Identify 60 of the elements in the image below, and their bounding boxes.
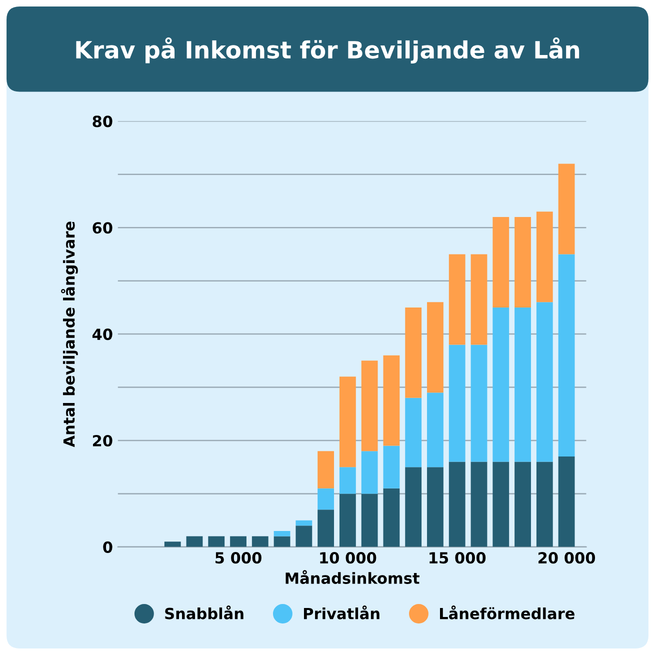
bar xyxy=(339,467,356,494)
bar xyxy=(318,451,334,488)
bar xyxy=(296,526,312,547)
x-tick-label: 10 000 xyxy=(320,552,376,564)
bar xyxy=(164,542,181,547)
bar xyxy=(383,355,400,446)
y-tick-label: 20 xyxy=(92,434,112,447)
x-axis-title: Månadsinkomst xyxy=(286,570,420,584)
bar xyxy=(470,344,488,462)
legend-label: Snabblån xyxy=(165,606,244,620)
bar xyxy=(361,451,378,494)
bar xyxy=(558,254,575,456)
y-tick-label: 60 xyxy=(92,222,112,234)
bar xyxy=(252,536,268,547)
bar xyxy=(536,302,553,462)
bar xyxy=(405,467,422,547)
chart-title: Krav på Inkomst för Beviljande av Lån xyxy=(76,37,580,64)
bar xyxy=(427,392,444,468)
y-tick-label: 80 xyxy=(92,116,112,128)
bar xyxy=(208,536,225,547)
bar xyxy=(470,254,488,345)
bar xyxy=(536,462,553,547)
bar xyxy=(448,462,466,547)
bar xyxy=(339,376,356,468)
bar xyxy=(230,536,246,547)
x-tick-label: 20 000 xyxy=(538,552,596,564)
bar xyxy=(186,536,203,547)
y-axis-title: Antal beviljande långivare xyxy=(61,222,78,448)
x-tick-label: 15 000 xyxy=(430,552,486,564)
bar xyxy=(339,494,356,547)
bar xyxy=(558,456,575,547)
bar xyxy=(514,216,531,308)
bar xyxy=(514,307,531,462)
bar xyxy=(492,307,510,462)
legend-label: Låneförmedlare xyxy=(440,606,574,620)
bar xyxy=(427,302,444,393)
bar xyxy=(318,488,334,510)
bar xyxy=(470,462,488,547)
bar xyxy=(318,510,334,547)
bar xyxy=(405,307,422,398)
bar xyxy=(448,344,466,462)
bar xyxy=(383,488,400,547)
bar xyxy=(274,536,290,547)
y-tick-label: 0 xyxy=(103,541,112,553)
bar xyxy=(514,462,531,547)
legend-label: Privatlån xyxy=(304,606,380,620)
bar xyxy=(492,462,510,547)
bar xyxy=(361,494,378,547)
bar xyxy=(296,520,312,526)
bar xyxy=(558,164,575,254)
bar xyxy=(492,216,510,308)
bar xyxy=(383,446,400,488)
bar xyxy=(274,530,290,536)
bar xyxy=(427,467,444,547)
bar xyxy=(405,398,422,468)
bar xyxy=(448,254,466,345)
bar xyxy=(536,212,553,302)
bar xyxy=(361,360,378,452)
y-tick-label: 40 xyxy=(92,328,112,340)
x-tick-label: 5 000 xyxy=(216,552,262,564)
